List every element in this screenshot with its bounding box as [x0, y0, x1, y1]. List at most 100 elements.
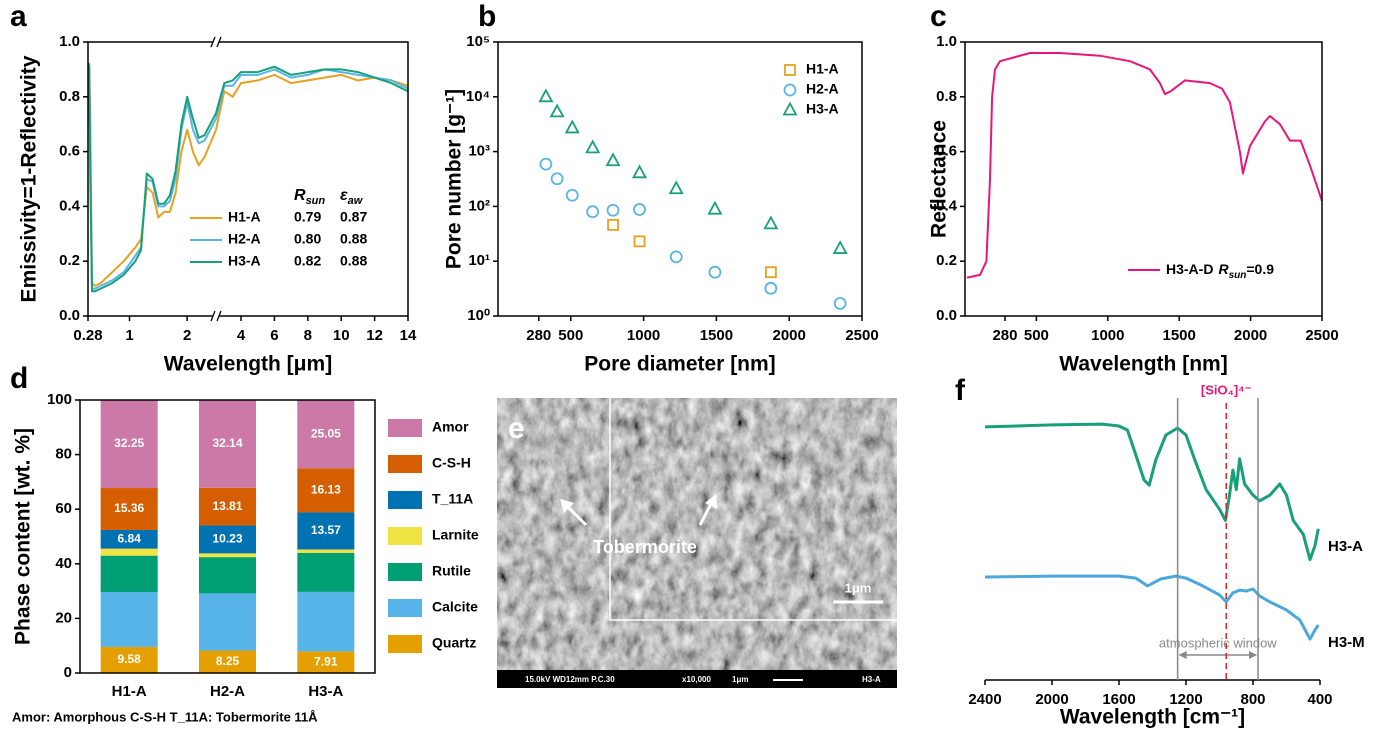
panel-label: e — [508, 412, 525, 445]
y-tick-label: 0.6 — [59, 143, 80, 160]
bar-value-label: 13.57 — [311, 523, 341, 537]
legend-swatch — [388, 563, 422, 581]
x-tick-label: 1000 — [1091, 327, 1124, 344]
marker-triangle — [709, 203, 721, 214]
legend-label: T_11A — [432, 491, 473, 507]
reference-label: [SiO₄]⁴⁻ — [1201, 382, 1252, 397]
x-tick-label: 12 — [366, 327, 383, 344]
y-tick-label: 10⁴ — [466, 88, 490, 105]
symbol: R — [294, 187, 306, 204]
legend-table-header: Rsun — [294, 187, 325, 207]
y-tick-label: 0.8 — [936, 88, 957, 105]
legend-label: H1-A — [806, 61, 839, 77]
marker-circle — [835, 298, 846, 309]
x-tick-label: 2000 — [1234, 327, 1267, 344]
series-label: H3-M — [1328, 634, 1365, 651]
page: {"chart_data": [ {"type": "line", "panel… — [0, 0, 1388, 738]
x-tick-label: 14 — [400, 327, 417, 344]
y-tick-label: 80 — [55, 446, 72, 463]
legend-swatch — [388, 635, 422, 653]
marker-circle — [587, 206, 598, 217]
y-tick-label: 0.0 — [936, 307, 957, 324]
marker-triangle — [566, 121, 578, 132]
legend-label: C-S-H — [432, 455, 471, 471]
legend-label: H1-A — [228, 209, 261, 225]
bar-value-label: 10.23 — [212, 532, 242, 546]
x-axis-title: Pore diameter [nm] — [584, 353, 775, 376]
legend-table-value: 0.82 — [294, 253, 321, 269]
marker-circle — [709, 267, 720, 278]
marker-triangle — [670, 182, 682, 193]
y-tick-label: 1.0 — [936, 33, 957, 50]
y-tick-label: 0.4 — [59, 197, 81, 214]
legend-swatch — [388, 527, 422, 545]
series-name: H3-A-D — [1166, 261, 1213, 277]
bar-segment — [297, 549, 354, 552]
sem-texture — [497, 398, 897, 688]
x-tick-label: 1500 — [700, 327, 733, 344]
y-axis-title: Pore number [g⁻¹] — [443, 89, 466, 269]
bar-value-label: 16.13 — [311, 483, 341, 497]
x-tick-label: 500 — [1024, 327, 1049, 344]
x-tick-label: 4 — [237, 327, 246, 344]
footer-text: 15.0kV WD12mm P.C.30 — [525, 675, 615, 684]
x-tick-label: 2400 — [968, 691, 1001, 708]
x-tick-label: 2000 — [1035, 691, 1068, 708]
bar-value-label: 8.25 — [216, 654, 240, 668]
legend-table-value: 0.80 — [294, 231, 321, 247]
x-tick-label: 10 — [333, 327, 350, 344]
footer-text: H3-A — [862, 675, 881, 684]
plot-frame — [88, 42, 408, 316]
scale-label: 1μm — [845, 580, 872, 595]
bar-value-label: 7.91 — [314, 654, 338, 668]
marker-circle — [765, 283, 776, 294]
marker-square — [766, 267, 776, 277]
x-tick-label: 0.28 — [73, 327, 102, 344]
marker-circle — [552, 173, 563, 184]
marker-triangle — [607, 154, 619, 165]
y-axis-title: Phase content [wt. %] — [12, 428, 35, 645]
legend-swatch — [388, 491, 422, 509]
x-tick-label: 6 — [270, 327, 278, 344]
x-axis-title: Wavelength [cm⁻¹] — [1060, 706, 1245, 729]
marker-triangle — [540, 90, 552, 101]
legend-label: H3-A — [228, 253, 261, 269]
legend-swatch — [388, 455, 422, 473]
line-series — [985, 576, 1318, 639]
y-tick-label: 20 — [55, 609, 72, 626]
x-tick-label: 1 — [125, 327, 133, 344]
legend-label: H3-A — [806, 101, 839, 117]
y-tick-label: 0.4 — [936, 197, 958, 214]
y-tick-label: 60 — [55, 500, 72, 517]
y-tick-label: 0.2 — [936, 252, 957, 269]
legend-label: H2-A — [806, 81, 839, 97]
bar-segment — [101, 549, 158, 556]
annotation: Tobermorite — [593, 537, 697, 557]
panel-label: f — [955, 374, 966, 407]
bar-segment — [199, 557, 256, 593]
marker-triangle — [765, 217, 777, 228]
marker-circle — [540, 159, 551, 170]
y-tick-label: 10⁵ — [466, 33, 490, 50]
y-tick-label: 1.0 — [59, 33, 80, 50]
legend-table-value: 0.88 — [340, 231, 367, 247]
legend-label: Calcite — [432, 599, 478, 615]
footer-text: 1μm — [732, 675, 748, 684]
legend-label: Rutile — [432, 563, 471, 579]
y-tick-label: 0.0 — [59, 307, 80, 324]
x-tick-label: 500 — [558, 327, 583, 344]
arrow-head — [1179, 651, 1187, 659]
y-tick-label: 10¹ — [468, 252, 490, 269]
x-tick-label: 280 — [992, 327, 1017, 344]
y-axis-title: Reflectance — [928, 120, 951, 238]
x-tick-label: 1500 — [1163, 327, 1196, 344]
panel-label: b — [478, 0, 496, 33]
x-tick-label: H1-A — [112, 683, 147, 700]
plot-area — [540, 90, 846, 309]
line-series — [967, 53, 1322, 278]
legend-table-value: 0.88 — [340, 253, 367, 269]
marker-square — [608, 220, 618, 230]
marker-circle — [671, 251, 682, 262]
figure: e Tobermorite 1μm 15.0kV WD12mm P.C.30 x… — [0, 0, 1388, 738]
bar-value-label: 6.84 — [117, 531, 141, 545]
